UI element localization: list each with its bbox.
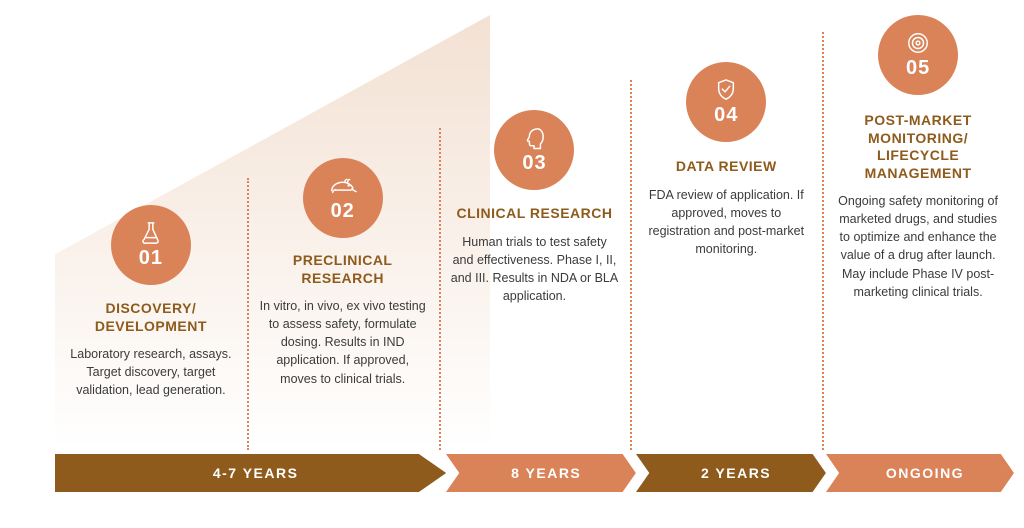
- stage-number: 05: [906, 57, 930, 80]
- head-icon: [523, 126, 545, 150]
- stage-content: POST-MARKET MONITORING/ LIFECYCLE MANAGE…: [834, 112, 1002, 301]
- stage-number: 01: [139, 247, 163, 270]
- stage-title: PRECLINICAL RESEARCH: [259, 252, 427, 287]
- stage-badge: 02: [303, 158, 383, 238]
- timeline-label: 4-7 YEARS: [55, 454, 446, 492]
- stage: 04 DATA REVIEW FDA review of application. …: [630, 0, 822, 450]
- stage-description: Laboratory research, assays. Target disc…: [67, 345, 235, 399]
- stage-description: Ongoing safety monitoring of marketed dr…: [834, 192, 1002, 301]
- timeline-label: 8 YEARS: [446, 454, 636, 492]
- stage-content: PRECLINICAL RESEARCH In vitro, in vivo, e…: [259, 252, 427, 388]
- flask-icon: [140, 221, 162, 245]
- stage-badge: 01: [111, 205, 191, 285]
- timeline-segment: 2 YEARS: [636, 454, 826, 492]
- stage-description: In vitro, in vivo, ex vivo testing to as…: [259, 297, 427, 388]
- timeline-label: ONGOING: [826, 454, 1014, 492]
- stage-title: CLINICAL RESEARCH: [451, 205, 619, 223]
- mouse-icon: [329, 174, 357, 198]
- stage-number: 04: [714, 104, 738, 127]
- stage-number: 02: [331, 200, 355, 223]
- stage-title: DISCOVERY/DEVELOPMENT: [67, 300, 235, 335]
- stage: 02 PRECLINICAL RESEARCH In vitro, in vivo,…: [247, 0, 439, 450]
- timeline-segment: 4-7 YEARS: [55, 454, 446, 492]
- stage: 03 CLINICAL RESEARCH Human trials to test …: [439, 0, 631, 450]
- stages-row: 01 DISCOVERY/DEVELOPMENT Laboratory resear…: [55, 0, 1014, 450]
- stage-badge: 03: [494, 110, 574, 190]
- timeline-label: 2 YEARS: [636, 454, 826, 492]
- stage: 01 DISCOVERY/DEVELOPMENT Laboratory resear…: [55, 0, 247, 450]
- timeline-segment: ONGOING: [826, 454, 1014, 492]
- stage-title: DATA REVIEW: [642, 158, 810, 176]
- timeline-arrow: 4-7 YEARS8 YEARS2 YEARSONGOING: [55, 454, 1014, 492]
- stage-number: 03: [522, 152, 546, 175]
- target-icon: [906, 31, 930, 55]
- stage-title: POST-MARKET MONITORING/ LIFECYCLE MANAGE…: [834, 112, 1002, 182]
- stage-description: FDA review of application. If approved, …: [642, 186, 810, 259]
- stage-badge: 04: [686, 62, 766, 142]
- stage-description: Human trials to test safety and effectiv…: [451, 233, 619, 306]
- stage-content: CLINICAL RESEARCH Human trials to test sa…: [451, 205, 619, 305]
- timeline-segment: 8 YEARS: [446, 454, 636, 492]
- stage: 05 POST-MARKET MONITORING/ LIFECYCLE MANA…: [822, 0, 1014, 450]
- stage-content: DISCOVERY/DEVELOPMENT Laboratory research…: [67, 300, 235, 399]
- shield-check-icon: [715, 78, 737, 102]
- stage-badge: 05: [878, 15, 958, 95]
- drug-development-infographic: 01 DISCOVERY/DEVELOPMENT Laboratory resear…: [0, 0, 1024, 528]
- stage-content: DATA REVIEW FDA review of application. If…: [642, 158, 810, 258]
